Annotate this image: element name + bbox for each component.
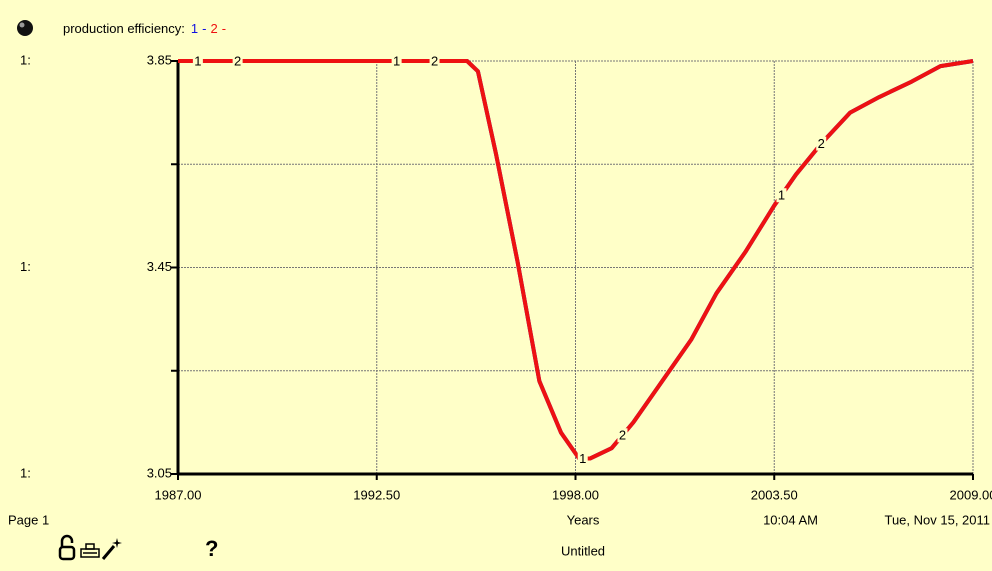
scale-label: 1: xyxy=(20,52,31,67)
line-label-background xyxy=(816,136,827,151)
x-tick-label: 1987.00 xyxy=(155,487,202,502)
line-label: 2 xyxy=(619,428,626,443)
line-label: 1 xyxy=(393,53,400,68)
y-tick-label: 3.45 xyxy=(147,259,172,274)
line-label: 1 xyxy=(194,53,201,68)
line-label: 2 xyxy=(431,53,438,68)
legend-separator: - xyxy=(202,21,206,36)
line-label-background xyxy=(429,54,440,68)
x-tick-label: 2009.00 xyxy=(950,487,992,502)
wand-icon[interactable] xyxy=(101,538,122,560)
x-axis-label: Years xyxy=(567,512,600,527)
series-line xyxy=(178,59,974,461)
page-label: Page 1 xyxy=(8,512,49,527)
y-tick-label: 3.05 xyxy=(147,465,172,480)
x-tick-label: 2003.50 xyxy=(751,487,798,502)
scale-label: 1: xyxy=(20,259,31,274)
legend: production efficiency: 1-2- xyxy=(63,21,226,36)
print-icon[interactable] xyxy=(80,543,100,558)
lock-icon[interactable] xyxy=(58,534,76,561)
line-label-background xyxy=(776,188,787,203)
legend-title: production efficiency: xyxy=(63,21,185,36)
line-label-background xyxy=(617,428,628,443)
line-label-background xyxy=(192,54,203,68)
line-label: 1 xyxy=(579,451,586,466)
graph-icon-highlight xyxy=(19,22,25,28)
line-label: 1 xyxy=(778,188,785,203)
line-label-background xyxy=(391,54,402,68)
graph-icon[interactable] xyxy=(17,20,33,36)
legend-entry: 1 xyxy=(191,21,198,36)
line-label: 2 xyxy=(818,136,825,151)
scale-label: 1: xyxy=(20,465,31,480)
time: 10:04 AM xyxy=(763,512,818,527)
document-name: Untitled xyxy=(561,543,605,558)
date: Tue, Nov 15, 2011 xyxy=(884,512,990,527)
x-tick-label: 1992.50 xyxy=(353,487,400,502)
line-label-background xyxy=(577,451,588,466)
legend-separator: - xyxy=(222,21,226,36)
x-tick-label: 1998.00 xyxy=(552,487,599,502)
line-label: 2 xyxy=(234,53,241,68)
line-label-background xyxy=(232,54,243,68)
y-tick-label: 3.85 xyxy=(147,52,172,67)
help-button[interactable]: ? xyxy=(205,536,218,561)
legend-entry: 2 xyxy=(210,21,217,36)
